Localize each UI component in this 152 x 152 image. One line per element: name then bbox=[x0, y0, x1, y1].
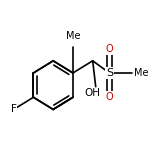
Text: F: F bbox=[11, 104, 17, 114]
Text: O: O bbox=[106, 92, 113, 102]
Text: F: F bbox=[11, 104, 17, 114]
Text: OH: OH bbox=[84, 88, 100, 98]
Text: S: S bbox=[106, 68, 113, 78]
Text: Me: Me bbox=[134, 68, 148, 78]
Text: Me: Me bbox=[66, 31, 80, 41]
Text: O: O bbox=[106, 92, 113, 102]
Text: Me: Me bbox=[66, 31, 80, 41]
Text: S: S bbox=[106, 68, 113, 78]
Text: Me: Me bbox=[134, 68, 148, 78]
Text: O: O bbox=[106, 44, 113, 54]
Text: OH: OH bbox=[84, 88, 100, 98]
Text: O: O bbox=[106, 44, 113, 54]
